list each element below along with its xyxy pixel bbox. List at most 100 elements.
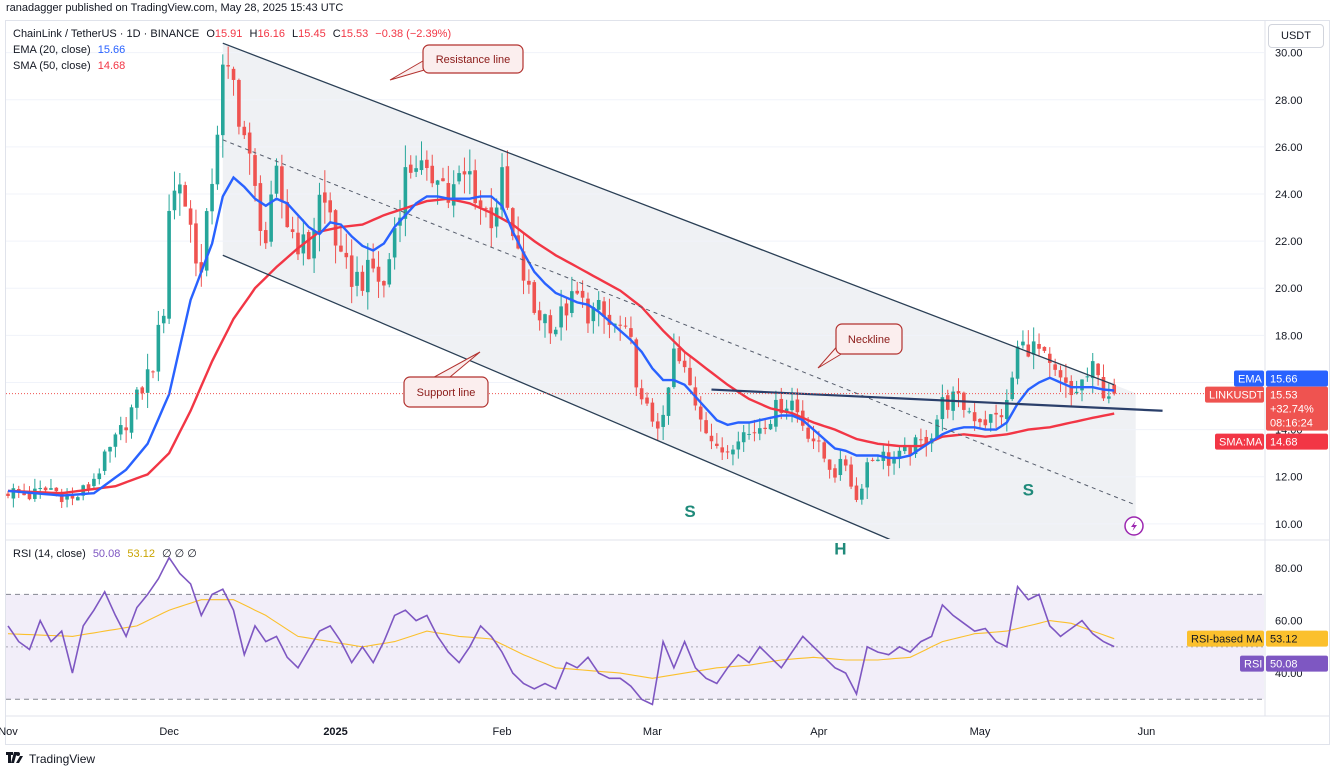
candle [430, 154, 435, 188]
candle-body [258, 183, 263, 231]
channel-fill [222, 43, 1136, 539]
candle-body [296, 232, 300, 255]
resistance-callout-label: Resistance line [436, 54, 511, 66]
candle-body [1096, 363, 1100, 376]
candle-body [672, 348, 676, 388]
candle-body [639, 388, 644, 400]
candle-body [661, 414, 665, 427]
candle [1010, 371, 1014, 402]
legend-change: −0.38 (−2.39%) [375, 28, 452, 40]
candle-body [38, 487, 43, 489]
candle [892, 451, 896, 475]
neckline-callout[interactable]: Neckline [817, 323, 903, 369]
currency-button[interactable]: USDT [1268, 24, 1324, 48]
lightning-icon[interactable] [1124, 516, 1144, 536]
candle [484, 206, 488, 218]
candle [645, 392, 649, 406]
candle [521, 232, 526, 295]
candle [972, 401, 977, 431]
rsi-ma-value-badge-bg [1266, 630, 1328, 647]
candle-body [967, 411, 972, 413]
candle [258, 175, 263, 246]
candle [1080, 379, 1084, 402]
last-price-pct: +32.74% [1270, 404, 1314, 416]
candle [935, 414, 939, 440]
candle [194, 209, 198, 277]
candle [446, 165, 451, 209]
candle [118, 416, 123, 441]
channel-midline[interactable] [222, 139, 1136, 506]
candle [178, 173, 182, 216]
candle [403, 145, 408, 237]
candle-body [1037, 343, 1041, 349]
candle [731, 444, 735, 466]
candle-body [1010, 377, 1014, 400]
legend-low-label: L [292, 28, 299, 40]
candle-body [22, 493, 26, 496]
ema-value-badge-text: 15.66 [1270, 374, 1298, 386]
candle-body [988, 414, 993, 423]
resistance-callout[interactable]: Resistance line [389, 44, 524, 81]
candle-body [323, 192, 327, 203]
candle-body [527, 280, 531, 285]
legend-rsi-value: 50.08 [92, 548, 121, 560]
candle [709, 423, 714, 450]
candle-body [167, 210, 171, 319]
resistance-line[interactable] [222, 42, 1115, 386]
candle [553, 326, 558, 337]
candle-body [172, 190, 177, 211]
candle-body [1042, 346, 1047, 351]
candle [967, 407, 972, 414]
legend-low: 15.45 [298, 28, 326, 40]
candle-body [210, 183, 214, 212]
candle-body [462, 171, 467, 175]
time-tick-label: Mar [643, 726, 662, 738]
candle-body [306, 232, 311, 260]
candle-body [570, 291, 574, 313]
candle-body [849, 464, 853, 487]
candle [505, 150, 510, 210]
candle-body [902, 445, 907, 452]
candle [1042, 346, 1047, 353]
candle [296, 215, 300, 261]
candle [59, 488, 64, 508]
candle-body [586, 298, 590, 324]
candle-body [468, 171, 472, 175]
candle-body [97, 473, 102, 480]
candle-body [677, 347, 682, 362]
ema-value-badge: 15.66 [1266, 370, 1328, 387]
candle-body [999, 415, 1004, 418]
tradingview-wordmark: TradingView [29, 752, 96, 766]
candle [768, 419, 773, 431]
candle-body [564, 303, 569, 316]
candle [113, 432, 118, 458]
candle-body [655, 421, 660, 429]
candle [156, 310, 161, 382]
chart-frame[interactable] [5, 20, 1330, 745]
candle [715, 433, 719, 449]
candle [81, 484, 85, 501]
last-price-badge-bg [1266, 386, 1328, 431]
ema-name-badge-bg [1234, 370, 1264, 387]
candle-body [392, 228, 397, 258]
candle-body [387, 259, 392, 285]
candle-body [945, 395, 950, 410]
candle-body [371, 258, 375, 269]
candle [204, 208, 209, 277]
candle-body [994, 412, 998, 415]
tradingview-logo[interactable]: TradingView [6, 752, 95, 766]
candle-body [441, 178, 445, 182]
candle-body [623, 325, 628, 327]
candle-body [473, 170, 477, 204]
legend-sma-label: SMA (50, close) [13, 60, 91, 72]
candle-body [1080, 379, 1084, 391]
candle [661, 405, 665, 441]
candle [682, 350, 687, 373]
support-callout[interactable]: Support line [403, 351, 489, 408]
candle-body [199, 262, 204, 273]
candle-body [451, 184, 456, 206]
candle-body [242, 126, 247, 136]
candle [419, 141, 424, 175]
support-line[interactable] [222, 254, 964, 571]
